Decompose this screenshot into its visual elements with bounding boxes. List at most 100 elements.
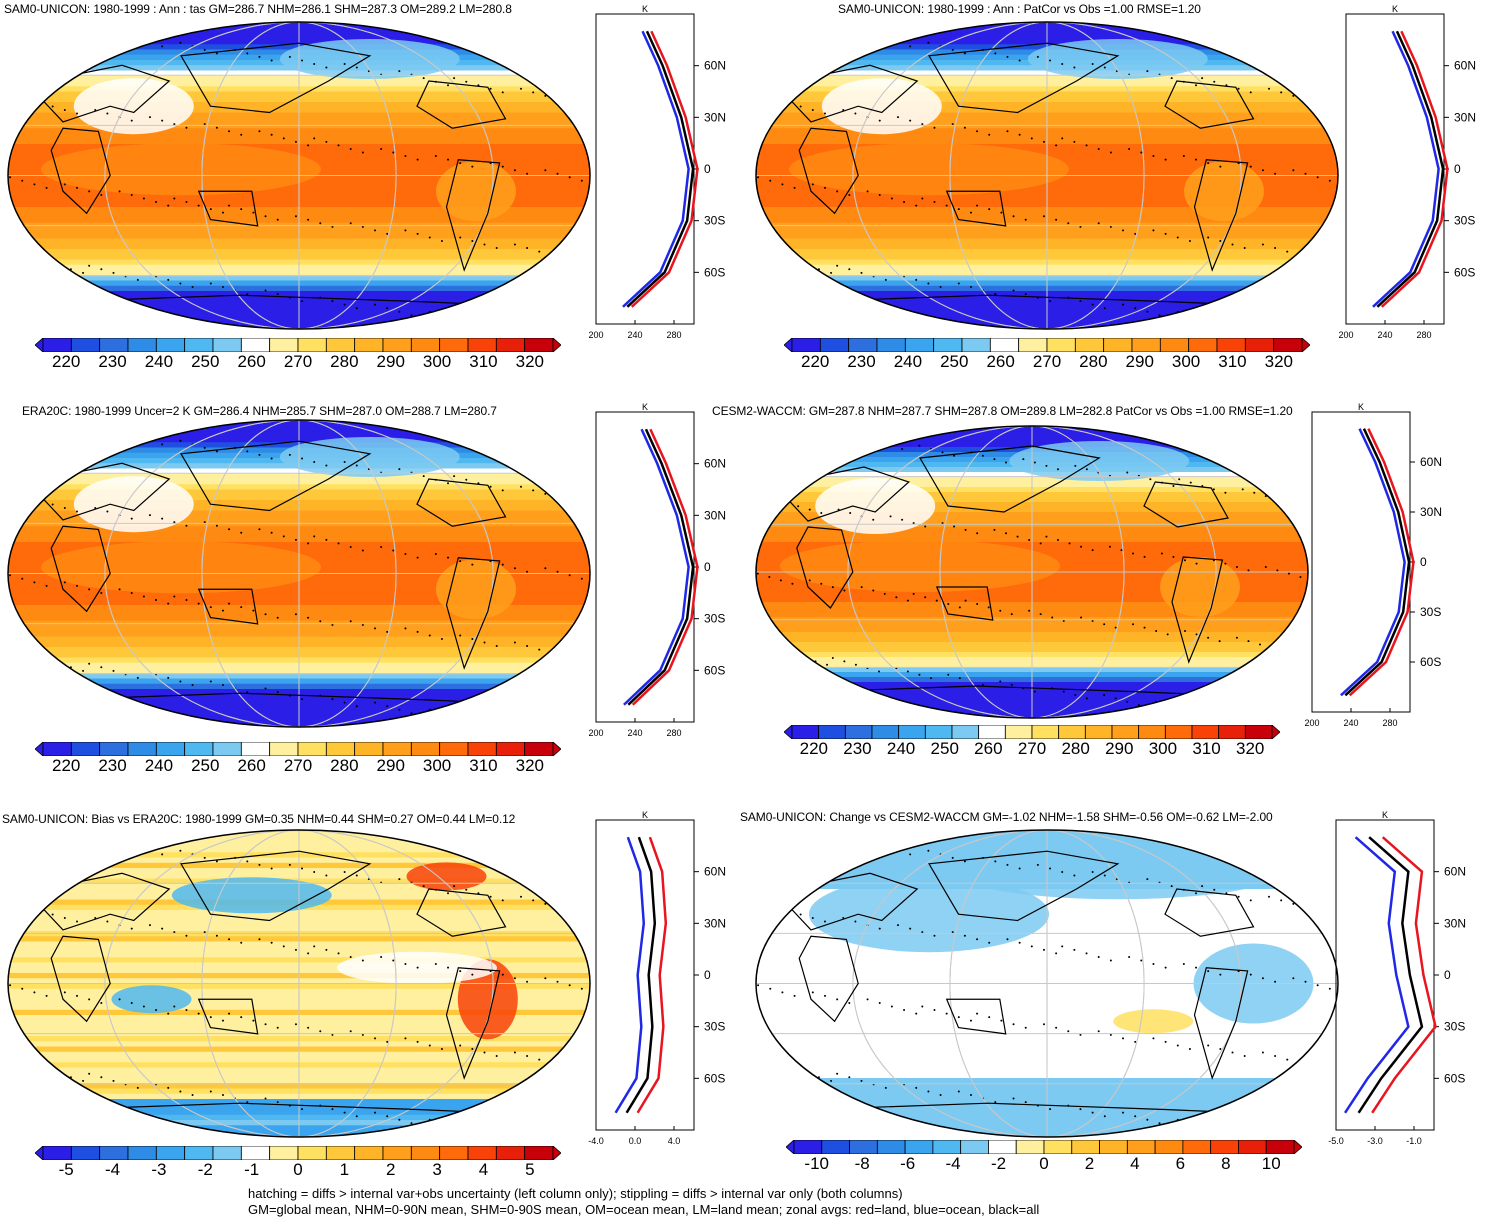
stipple-dot bbox=[557, 571, 559, 573]
colorbar-swatch bbox=[1047, 338, 1075, 352]
stipple-dot bbox=[496, 719, 498, 721]
profile-xtick-label: 240 bbox=[1343, 718, 1358, 728]
stipple-dot bbox=[885, 846, 887, 848]
colorbar-tick-label: 220 bbox=[801, 352, 829, 372]
stipple-dot bbox=[1292, 977, 1294, 979]
stipple-dot bbox=[993, 458, 995, 460]
stipple-dot bbox=[1134, 1041, 1136, 1043]
stipple-dot bbox=[1207, 1044, 1209, 1046]
colorbar-tick-label: 240 bbox=[145, 756, 173, 776]
stipple-dot bbox=[459, 970, 461, 972]
stipple-dot bbox=[76, 113, 78, 115]
stipple-dot bbox=[39, 836, 41, 838]
stipple-dot bbox=[417, 159, 419, 161]
stipple-dot bbox=[1294, 424, 1296, 426]
stipple-dot bbox=[752, 826, 753, 827]
stipple-dot bbox=[301, 300, 303, 302]
colorbar-tick-label: 2 bbox=[1085, 1154, 1094, 1174]
stipple-dot bbox=[1080, 617, 1082, 619]
stipple-dot bbox=[386, 233, 388, 235]
stipple-dot bbox=[441, 712, 443, 714]
stipple-dot bbox=[913, 593, 915, 595]
profile-lat-label: 0 bbox=[1454, 162, 1461, 176]
stipple-dot bbox=[1167, 633, 1169, 635]
colorbar-swatch bbox=[1127, 1140, 1155, 1154]
stipple-dot bbox=[557, 496, 559, 498]
stipple-dot bbox=[1013, 1023, 1015, 1025]
stipple-dot bbox=[1152, 155, 1154, 157]
stipple-dot bbox=[544, 977, 546, 979]
colorbar-tick-label: 0 bbox=[1039, 1154, 1048, 1174]
colorbar bbox=[35, 742, 561, 756]
stipple-dot bbox=[508, 1133, 510, 1135]
stipple-dot bbox=[277, 617, 279, 619]
stipple-dot bbox=[496, 645, 498, 647]
stipple-dot bbox=[794, 261, 796, 263]
profile-lat-label: 0 bbox=[704, 968, 711, 982]
profile-lat-label: 30N bbox=[1454, 110, 1476, 124]
colorbar-swatch bbox=[43, 338, 71, 352]
stipple-dot bbox=[1335, 98, 1337, 100]
stipple-dot bbox=[453, 475, 455, 477]
stipple-dot bbox=[125, 35, 127, 37]
stipple-dot bbox=[502, 166, 504, 168]
colorbar-tick-label: -5 bbox=[59, 1160, 74, 1180]
stipple-dot bbox=[878, 441, 880, 443]
stipple-dot bbox=[1128, 148, 1130, 150]
stipple-dot bbox=[763, 424, 765, 426]
stipple-dot bbox=[1311, 826, 1313, 827]
stipple-dot bbox=[204, 49, 206, 51]
stipple-dot bbox=[64, 183, 66, 185]
stipple-dot bbox=[824, 113, 826, 115]
stipple-dot bbox=[1232, 1126, 1234, 1128]
stipple-dot bbox=[404, 627, 406, 629]
stipple-dot bbox=[484, 1052, 486, 1054]
stipple-dot bbox=[161, 45, 163, 47]
stipple-dot bbox=[386, 631, 388, 633]
stipple-dot bbox=[325, 539, 327, 541]
stipple-dot bbox=[344, 702, 346, 704]
stipple-dot bbox=[411, 1122, 413, 1124]
stipple-dot bbox=[441, 314, 443, 316]
colorbar-tick-label: 300 bbox=[1172, 352, 1200, 372]
stipple-dot bbox=[1236, 637, 1238, 639]
stipple-dot bbox=[1067, 1030, 1069, 1032]
stipple-dot bbox=[374, 627, 376, 629]
profile-xtick-label: -4.0 bbox=[588, 1136, 604, 1146]
colorbar-swatch bbox=[525, 742, 553, 756]
stipple-dot bbox=[1043, 215, 1045, 217]
stipple-dot bbox=[447, 892, 449, 894]
colorbar bbox=[784, 338, 1310, 352]
stipple-dot bbox=[1146, 311, 1148, 313]
stipple-dot bbox=[447, 84, 449, 86]
stipple-dot bbox=[362, 959, 364, 961]
stipple-dot bbox=[228, 205, 230, 207]
stipple-dot bbox=[1195, 967, 1197, 969]
stipple-dot bbox=[1317, 1059, 1319, 1061]
colorbar-tick-label: -6 bbox=[900, 1154, 915, 1174]
stipple-dot bbox=[1055, 1027, 1057, 1029]
stipple-dot bbox=[508, 723, 510, 725]
profile-xtick-label: -3.0 bbox=[1367, 1136, 1383, 1146]
stipple-dot bbox=[112, 272, 114, 274]
stipple-dot bbox=[429, 1044, 431, 1046]
stipple-dot bbox=[786, 431, 788, 433]
stipple-dot bbox=[806, 265, 808, 267]
stipple-dot bbox=[901, 519, 903, 521]
stipple-dot bbox=[484, 716, 486, 718]
panel-era20c: ERA20C: 1980-1999 Uncer=2 K GM=286.4 NHM… bbox=[0, 400, 744, 790]
stipple-dot bbox=[1288, 643, 1290, 645]
stipple-dot bbox=[94, 843, 96, 845]
stipple-dot bbox=[1006, 938, 1008, 940]
stipple-dot bbox=[563, 416, 565, 417]
profile-line-ocean bbox=[624, 429, 689, 705]
stipple-dot bbox=[752, 18, 753, 19]
stipple-dot bbox=[1073, 141, 1075, 143]
colorbar-tick-label: 0 bbox=[293, 1160, 302, 1180]
map-field bbox=[4, 416, 594, 731]
stipple-dot bbox=[216, 450, 218, 452]
stipple-dot bbox=[344, 304, 346, 306]
colorbar-swatch bbox=[468, 742, 496, 756]
